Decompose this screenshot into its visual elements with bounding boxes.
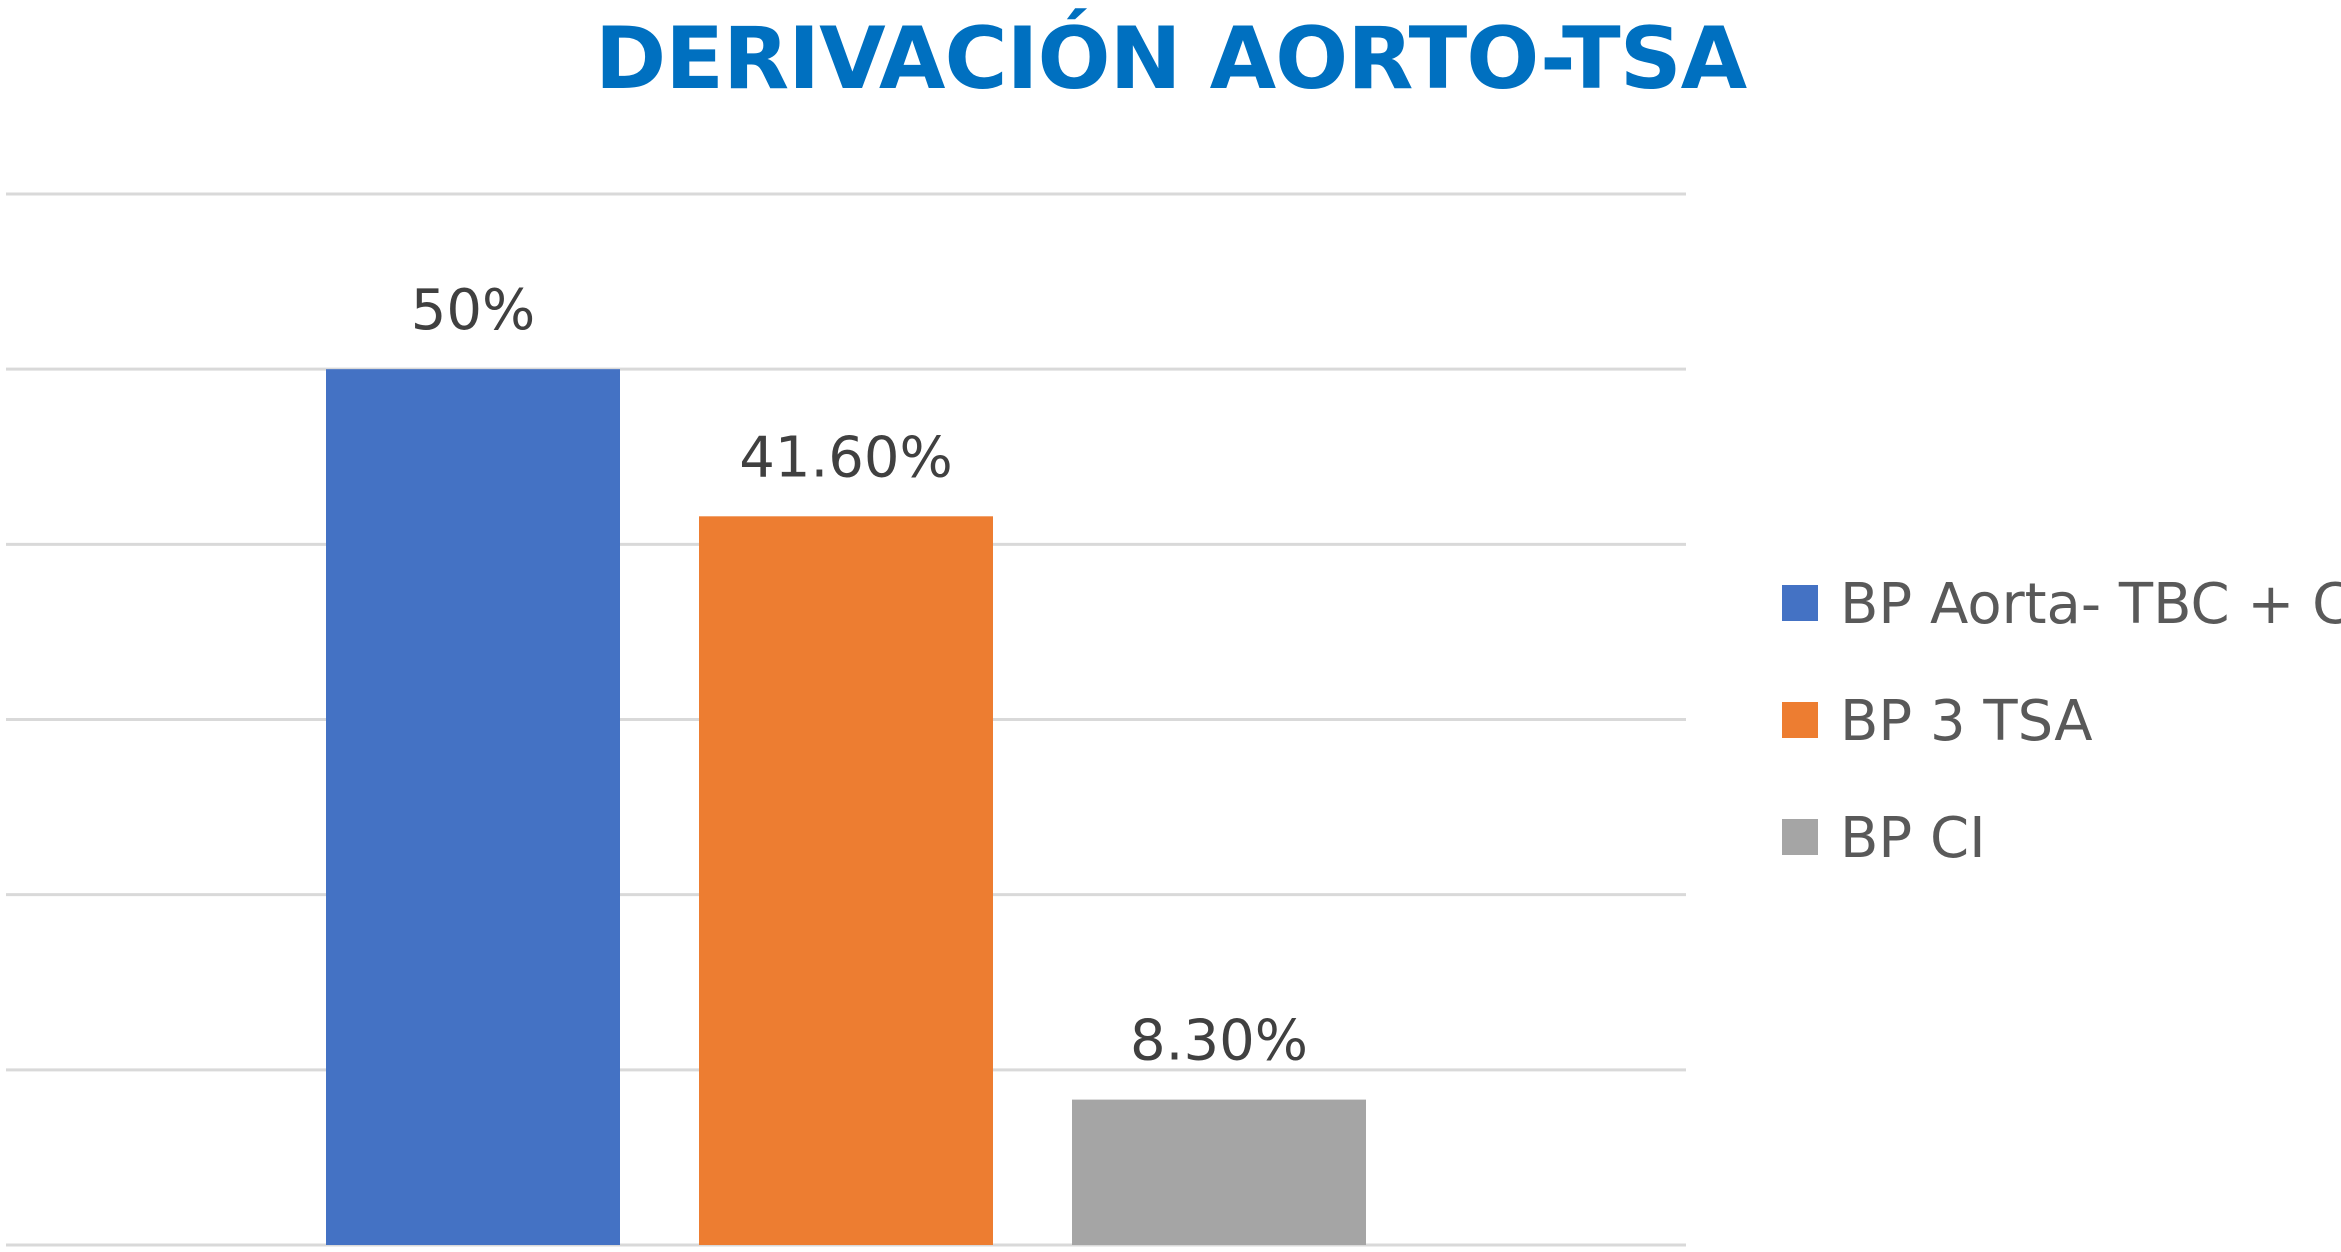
legend: BP Aorta- TBC + CI BP 3 TSA BP CI: [1782, 572, 2341, 871]
legend-swatch-2: [1782, 702, 1818, 738]
legend-swatch-1: [1782, 585, 1818, 621]
data-labels: 50% 41.60% 8.30%: [411, 278, 1308, 1073]
bars: [326, 369, 1366, 1246]
chart-title: DERIVACIÓN AORTO-TSA: [594, 9, 1747, 109]
data-label-2: 41.60%: [739, 425, 953, 490]
legend-swatch-3: [1782, 819, 1818, 855]
bar-2: [699, 516, 993, 1245]
legend-label-3: BP CI: [1840, 806, 1986, 871]
data-label-1: 50%: [411, 278, 535, 343]
bar-1: [326, 369, 620, 1246]
data-label-3: 8.30%: [1130, 1009, 1308, 1074]
bar-3: [1072, 1099, 1366, 1245]
legend-label-2: BP 3 TSA: [1840, 689, 2093, 754]
legend-label-1: BP Aorta- TBC + CI: [1840, 572, 2341, 637]
